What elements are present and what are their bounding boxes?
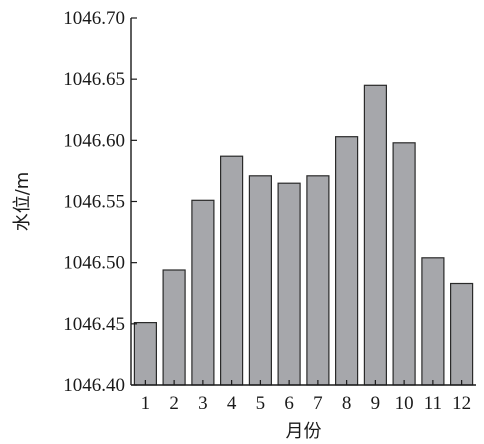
x-tick-label-month-3: 3 <box>198 393 208 414</box>
bar-month-12 <box>450 282 474 386</box>
x-tick-label-month-11: 11 <box>424 393 442 414</box>
x-axis-label: 月份 <box>286 421 322 442</box>
y-tick-label: 1046.50 <box>63 253 125 274</box>
x-tick-label-month-5: 5 <box>256 393 266 414</box>
y-tick-label: 1046.60 <box>63 130 125 151</box>
y-tick-label: 1046.45 <box>63 314 125 335</box>
bar-month-11 <box>421 257 445 386</box>
bar-month-4 <box>220 155 244 386</box>
bar-month-6 <box>277 182 301 386</box>
y-tick-label: 1046.55 <box>63 192 125 213</box>
y-axis-label: 水位/m <box>12 172 33 232</box>
bar-month-3 <box>191 199 215 386</box>
y-tick-label: 1046.65 <box>63 69 125 90</box>
x-tick-label-month-4: 4 <box>227 393 237 414</box>
y-tick-label: 1046.70 <box>63 8 125 29</box>
y-axis-ticks: 1046.40 1046.45 1046.50 1046.55 1046.60 1046.… <box>63 8 137 396</box>
x-tick-label-month-6: 6 <box>284 393 294 414</box>
x-tick-label-month-1: 1 <box>141 393 151 414</box>
bar-month-9 <box>363 84 387 386</box>
x-tick-label-month-8: 8 <box>342 393 352 414</box>
x-tick-label-month-2: 2 <box>169 393 179 414</box>
bar-month-5 <box>248 175 272 386</box>
bar-month-10 <box>392 142 416 386</box>
bar-month-7 <box>306 175 330 386</box>
y-tick-label: 1046.40 <box>63 375 125 396</box>
x-tick-label-month-9: 9 <box>371 393 381 414</box>
x-axis-ticks: 1 2 3 4 5 6 7 8 9 10 11 12 <box>141 380 471 414</box>
x-tick-label-month-10: 10 <box>395 393 414 414</box>
bar-month-1 <box>133 322 157 386</box>
bar-month-2 <box>162 269 186 386</box>
x-tick-label-month-7: 7 <box>313 393 323 414</box>
bar-month-8 <box>335 136 359 386</box>
bars-group <box>133 84 474 386</box>
x-tick-label-month-12: 12 <box>452 393 471 414</box>
